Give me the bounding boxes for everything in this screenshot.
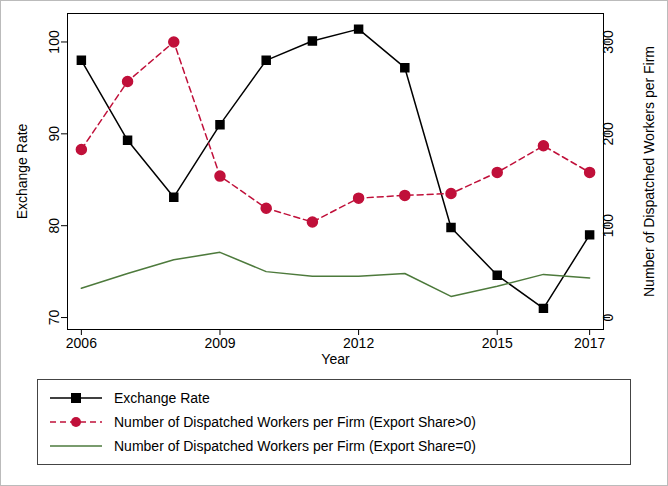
svg-text:300: 300 (600, 30, 616, 54)
svg-text:Year: Year (321, 351, 350, 367)
svg-text:2017: 2017 (574, 335, 605, 351)
svg-text:2009: 2009 (204, 335, 235, 351)
svg-text:Exchange Rate: Exchange Rate (14, 123, 30, 219)
svg-text:90: 90 (46, 126, 62, 142)
svg-text:100: 100 (600, 214, 616, 238)
svg-text:100: 100 (46, 30, 62, 54)
html-text:Number of Dispatched Workers p: Number of Dispatched Workers per Firm (E… (114, 438, 476, 454)
svg-text:2015: 2015 (482, 335, 513, 351)
svg-text:2012: 2012 (343, 335, 374, 351)
svg-text:2006: 2006 (66, 335, 97, 351)
svg-text:0: 0 (600, 313, 616, 321)
svg-text:Number of Dispatched Workers p: Number of Dispatched Workers per Firm (641, 46, 657, 297)
svg-text:80: 80 (46, 218, 62, 234)
html-text:Number of Dispatched Workers p: Number of Dispatched Workers per Firm (E… (114, 414, 476, 430)
html-text:Exchange Rate: Exchange Rate (114, 390, 210, 406)
svg-text:200: 200 (600, 122, 616, 146)
svg-text:70: 70 (46, 310, 62, 326)
